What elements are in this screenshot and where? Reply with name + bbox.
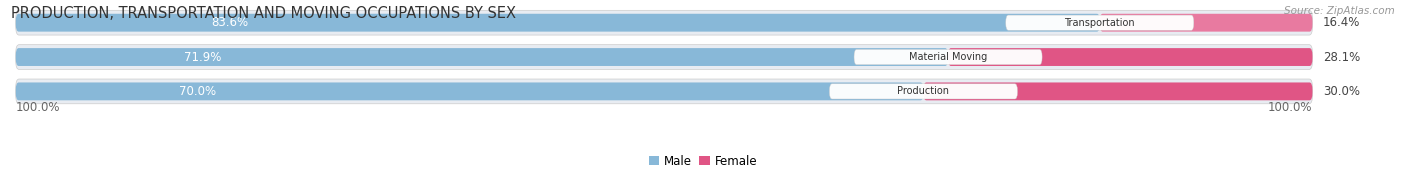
FancyBboxPatch shape [1099,14,1312,32]
FancyBboxPatch shape [924,83,1312,100]
Text: Transportation: Transportation [1064,18,1135,28]
FancyBboxPatch shape [948,48,1312,66]
FancyBboxPatch shape [15,10,1312,35]
FancyBboxPatch shape [15,48,948,66]
FancyBboxPatch shape [15,83,924,100]
Text: Production: Production [897,86,949,96]
Text: 28.1%: 28.1% [1323,51,1360,64]
Text: 100.0%: 100.0% [15,101,60,114]
FancyBboxPatch shape [15,14,1099,32]
FancyBboxPatch shape [830,84,1018,99]
Legend: Male, Female: Male, Female [644,150,762,172]
FancyBboxPatch shape [1005,15,1194,30]
Text: 70.0%: 70.0% [179,85,217,98]
Text: 16.4%: 16.4% [1323,16,1360,29]
Text: Material Moving: Material Moving [908,52,987,62]
FancyBboxPatch shape [15,45,1312,69]
Text: Source: ZipAtlas.com: Source: ZipAtlas.com [1284,6,1395,16]
Text: 30.0%: 30.0% [1323,85,1360,98]
Text: 83.6%: 83.6% [211,16,247,29]
Text: PRODUCTION, TRANSPORTATION AND MOVING OCCUPATIONS BY SEX: PRODUCTION, TRANSPORTATION AND MOVING OC… [11,6,516,21]
FancyBboxPatch shape [853,49,1042,65]
Text: 100.0%: 100.0% [1268,101,1312,114]
FancyBboxPatch shape [15,79,1312,104]
Text: 71.9%: 71.9% [184,51,221,64]
